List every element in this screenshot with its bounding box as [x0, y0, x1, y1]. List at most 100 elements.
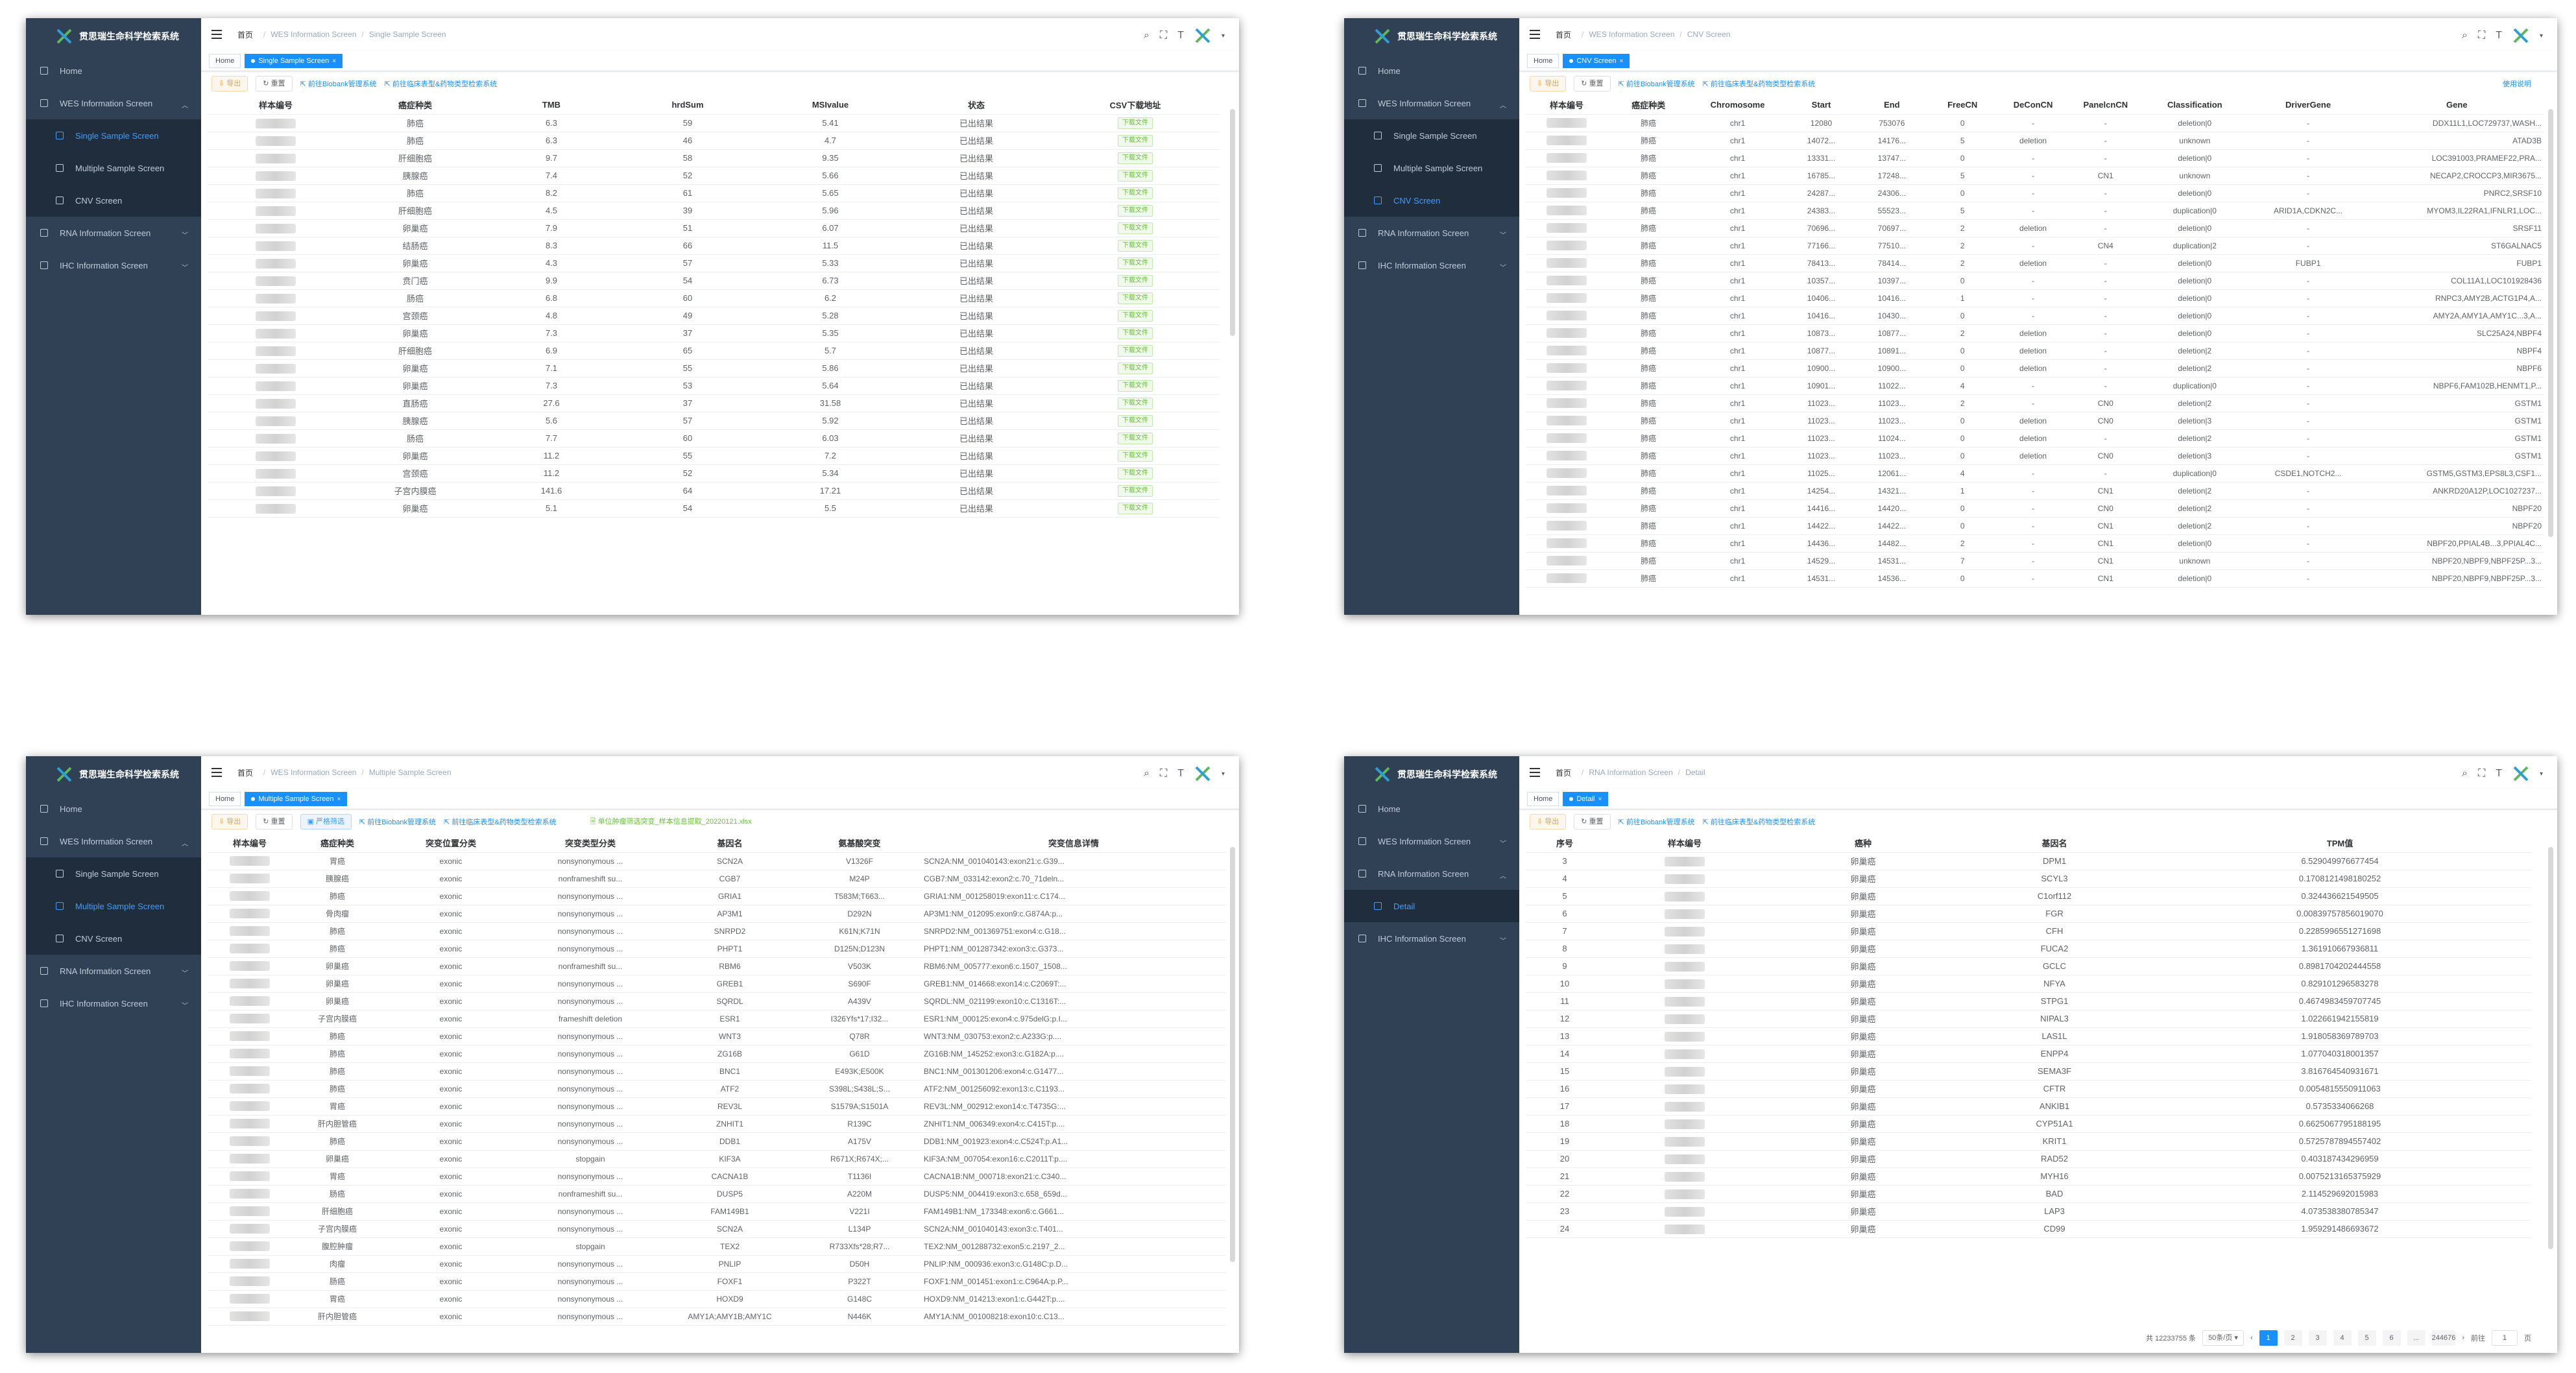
page-button[interactable]: 6	[2382, 1330, 2401, 1346]
fullscreen-icon[interactable]: ⛶	[2477, 768, 2486, 779]
menu-cnv[interactable]: CNV Screen	[26, 184, 201, 217]
fullscreen-icon[interactable]: ⛶	[1159, 30, 1168, 41]
column-header[interactable]: 突变类型分类	[519, 834, 662, 853]
tag-active[interactable]: CNV Screen ×	[1563, 53, 1630, 68]
biobank-link[interactable]: ⇱ 前往Biobank管理系统	[300, 80, 377, 88]
caret-down-icon[interactable]: ▾	[2539, 32, 2543, 40]
tag-active[interactable]: Multiple Sample Screen ×	[245, 791, 348, 806]
instructions-link[interactable]: 使用说明	[2503, 80, 2531, 88]
download-file-button[interactable]: 下载文件	[1118, 380, 1153, 392]
goto-page-input[interactable]: 1	[2492, 1330, 2518, 1346]
download-file-button[interactable]: 下载文件	[1118, 117, 1153, 129]
hamburger-icon[interactable]	[211, 768, 222, 777]
column-header[interactable]: End	[1856, 96, 1927, 115]
tag-active[interactable]: Single Sample Screen ×	[245, 53, 343, 68]
export-button[interactable]: ⇩ 导出	[211, 814, 248, 830]
menu-detail[interactable]: Detail	[1344, 890, 1519, 922]
page-button[interactable]: 5	[2357, 1330, 2376, 1346]
download-file-button[interactable]: 下载文件	[1118, 187, 1153, 199]
page-button[interactable]: 4	[2333, 1330, 2352, 1346]
clinical-link[interactable]: ⇱ 前往临床表型&药物类型检索系统	[444, 818, 557, 826]
biobank-link[interactable]: ⇱ 前往Biobank管理系统	[359, 818, 437, 826]
xlsx-file-link[interactable]: 🗎 单位肿瘤筛选突变_样本信息提取_20220121.xlsx	[590, 817, 752, 826]
tag-home[interactable]: Home	[209, 791, 241, 806]
menu-wes[interactable]: WES Information Screen ﹀	[1344, 825, 1519, 857]
menu-single-sample[interactable]: Single Sample Screen	[26, 119, 201, 152]
column-header[interactable]: 样本编号	[1604, 834, 1766, 853]
download-file-button[interactable]: 下载文件	[1118, 503, 1153, 514]
hamburger-icon[interactable]	[211, 30, 222, 39]
breadcrumb-home[interactable]: 首页	[237, 30, 254, 40]
download-file-button[interactable]: 下载文件	[1118, 240, 1153, 252]
column-header[interactable]: 突变信息详情	[921, 834, 1226, 853]
menu-cnv[interactable]: CNV Screen	[1344, 184, 1519, 217]
column-header[interactable]: MSIvalue	[759, 96, 902, 115]
column-header[interactable]: TMB	[487, 96, 616, 115]
tag-active[interactable]: Detail ×	[1563, 791, 1609, 806]
menu-ihc[interactable]: IHC Information Screen ﹀	[26, 249, 201, 281]
page-button[interactable]: ...	[2407, 1330, 2426, 1346]
reset-button[interactable]: ↻ 重置	[1574, 76, 1611, 91]
close-icon[interactable]: ×	[332, 57, 337, 65]
biobank-link[interactable]: ⇱ 前往Biobank管理系统	[1618, 818, 1695, 826]
fullscreen-icon[interactable]: ⛶	[2477, 30, 2486, 41]
font-size-icon[interactable]: T	[2496, 30, 2502, 41]
column-header[interactable]: 样本编号	[208, 96, 344, 115]
search-icon[interactable]: ⌕	[2462, 768, 2468, 779]
search-icon[interactable]: ⌕	[2462, 30, 2468, 41]
close-icon[interactable]: ×	[1598, 795, 1602, 803]
fullscreen-icon[interactable]: ⛶	[1159, 768, 1168, 779]
download-file-button[interactable]: 下载文件	[1118, 450, 1153, 462]
caret-down-icon[interactable]: ▾	[2539, 770, 2543, 778]
download-file-button[interactable]: 下载文件	[1118, 275, 1153, 287]
column-header[interactable]: 状态	[902, 96, 1051, 115]
clinical-link[interactable]: ⇱ 前往临床表型&药物类型检索系统	[1702, 818, 1816, 826]
font-size-icon[interactable]: T	[2496, 768, 2502, 779]
download-file-button[interactable]: 下载文件	[1118, 293, 1153, 304]
download-file-button[interactable]: 下载文件	[1118, 485, 1153, 497]
column-header[interactable]: 癌症种类	[344, 96, 487, 115]
column-header[interactable]: 基因名	[1960, 834, 2149, 853]
download-file-button[interactable]: 下载文件	[1118, 398, 1153, 409]
export-button[interactable]: ⇩ 导出	[1530, 76, 1567, 91]
next-page-icon[interactable]: ›	[2462, 1334, 2464, 1342]
clinical-link[interactable]: ⇱ 前往临床表型&药物类型检索系统	[384, 80, 498, 88]
column-header[interactable]: DriverGene	[2246, 96, 2370, 115]
tag-home[interactable]: Home	[1527, 53, 1559, 68]
menu-rna[interactable]: RNA Information Screen ﹀	[1344, 217, 1519, 249]
column-header[interactable]: FreeCN	[1927, 96, 1998, 115]
column-header[interactable]: Chromosome	[1689, 96, 1787, 115]
column-header[interactable]: 基因名	[662, 834, 798, 853]
tag-home[interactable]: Home	[209, 53, 241, 68]
download-file-button[interactable]: 下载文件	[1118, 345, 1153, 357]
user-avatar[interactable]	[2512, 27, 2529, 44]
menu-single-sample[interactable]: Single Sample Screen	[26, 857, 201, 890]
close-icon[interactable]: ×	[337, 795, 341, 803]
menu-home[interactable]: Home	[26, 793, 201, 825]
clinical-link[interactable]: ⇱ 前往临床表型&药物类型检索系统	[1702, 80, 1816, 88]
column-header[interactable]: Start	[1786, 96, 1857, 115]
download-file-button[interactable]: 下载文件	[1118, 170, 1153, 182]
column-header[interactable]: hrdSum	[616, 96, 759, 115]
hamburger-icon[interactable]	[1530, 30, 1540, 39]
caret-down-icon[interactable]: ▾	[1221, 770, 1225, 778]
download-file-button[interactable]: 下载文件	[1118, 468, 1153, 479]
biobank-link[interactable]: ⇱ 前往Biobank管理系统	[1618, 80, 1695, 88]
download-file-button[interactable]: 下载文件	[1118, 328, 1153, 339]
hamburger-icon[interactable]	[1530, 768, 1540, 777]
scrollbar[interactable]	[2548, 109, 2553, 537]
menu-wes[interactable]: WES Information Screen ︿	[26, 825, 201, 857]
menu-ihc[interactable]: IHC Information Screen ﹀	[1344, 249, 1519, 281]
page-size-select[interactable]: 50条/页 ▾	[2202, 1330, 2244, 1346]
menu-single-sample[interactable]: Single Sample Screen	[1344, 119, 1519, 152]
column-header[interactable]: 氨基酸突变	[798, 834, 921, 853]
column-header[interactable]: 样本编号	[1526, 96, 1608, 115]
reset-button[interactable]: ↻ 重置	[256, 814, 293, 830]
column-header[interactable]: 序号	[1526, 834, 1604, 853]
font-size-icon[interactable]: T	[1177, 768, 1184, 779]
menu-home[interactable]: Home	[1344, 54, 1519, 87]
download-file-button[interactable]: 下载文件	[1118, 415, 1153, 427]
scrollbar[interactable]	[2548, 847, 2553, 1249]
scrollbar[interactable]	[1230, 847, 1235, 1262]
column-header[interactable]: PanelcnCN	[2068, 96, 2143, 115]
